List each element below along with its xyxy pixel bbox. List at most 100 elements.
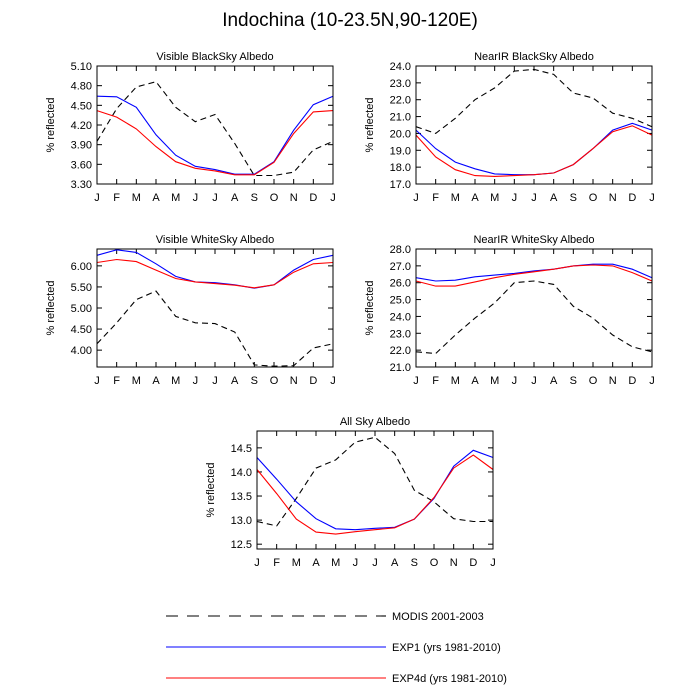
series-line-exp4d xyxy=(415,125,653,177)
y-tick-label: 17.0 xyxy=(390,179,411,191)
x-tick-label: A xyxy=(471,375,479,387)
x-tick-label: F xyxy=(432,192,439,204)
legend-label-modis: MODIS 2001-2003 xyxy=(392,611,484,623)
y-tick-label: 19.0 xyxy=(390,145,411,157)
x-tick-label: A xyxy=(231,375,239,387)
panel-3: Visible WhiteSky Albedo % reflected 4.00 4.… xyxy=(45,234,336,387)
x-tick-label: N xyxy=(450,557,458,569)
y-tick-label: 20.0 xyxy=(390,128,411,140)
y-tick-label: 24.0 xyxy=(390,61,411,73)
plot-frame xyxy=(96,248,334,368)
x-tick-label: M xyxy=(292,557,301,569)
x-tick-label: D xyxy=(309,375,317,387)
y-tick-label: 3.30 xyxy=(71,179,92,191)
panel-title: All Sky Albedo xyxy=(340,416,410,428)
figure-title: Indochina (10-23.5N,90-120E) xyxy=(222,10,478,31)
y-axis-label: % reflected xyxy=(45,280,57,335)
x-tick-label: O xyxy=(270,375,279,387)
x-tick-label: J xyxy=(413,192,419,204)
panel-title: NearIR BlackSky Albedo xyxy=(474,51,594,63)
legend-label-exp4d: EXP4d (yrs 1981-2010) xyxy=(392,673,507,685)
panel-2: NearIR BlackSky Albedo % reflected 17.0 18.… xyxy=(364,51,655,204)
series-line-modis xyxy=(415,68,653,135)
x-tick-label: N xyxy=(290,192,298,204)
x-tick-label: J xyxy=(649,375,655,387)
x-tick-label: S xyxy=(411,557,418,569)
y-tick-label: 12.5 xyxy=(231,539,252,551)
x-tick-label: S xyxy=(251,192,258,204)
x-tick-label: A xyxy=(312,557,320,569)
x-tick-label: M xyxy=(451,375,460,387)
x-tick-label: J xyxy=(193,375,199,387)
y-axis-label: % reflected xyxy=(205,462,217,517)
y-tick-label: 4.50 xyxy=(71,100,92,112)
y-tick-label: 23.0 xyxy=(390,328,411,340)
x-tick-label: A xyxy=(152,375,160,387)
series-line-exp4d xyxy=(96,258,334,289)
y-tick-label: 4.80 xyxy=(71,81,92,93)
series-line-exp1 xyxy=(256,449,494,531)
x-tick-label: J xyxy=(212,375,218,387)
x-tick-label: M xyxy=(331,557,340,569)
series-line-modis xyxy=(96,290,334,367)
plot-frame xyxy=(96,65,334,185)
x-tick-label: S xyxy=(570,192,577,204)
y-tick-label: 22.0 xyxy=(390,345,411,357)
x-tick-label: J xyxy=(94,192,100,204)
panel-4: NearIR WhiteSky Albedo % reflected 21.0 22.… xyxy=(364,234,655,387)
x-tick-label: J xyxy=(353,557,359,569)
panel-title: Visible WhiteSky Albedo xyxy=(156,234,274,246)
x-tick-label: M xyxy=(451,192,460,204)
y-axis-label: % reflected xyxy=(364,280,376,335)
y-tick-label: 26.0 xyxy=(390,278,411,290)
y-tick-label: 13.5 xyxy=(231,491,252,503)
x-tick-label: M xyxy=(490,375,499,387)
y-tick-label: 27.0 xyxy=(390,261,411,273)
x-tick-label: J xyxy=(330,192,336,204)
y-axis-label: % reflected xyxy=(364,97,376,152)
x-tick-label: A xyxy=(231,192,239,204)
series-line-modis xyxy=(96,81,334,177)
panel-5: All Sky Albedo % reflected 12.5 13.0 13.5 14.… xyxy=(205,416,496,569)
x-tick-label: F xyxy=(113,192,120,204)
x-tick-label: M xyxy=(132,375,141,387)
x-tick-label: O xyxy=(589,192,598,204)
x-tick-label: F xyxy=(273,557,280,569)
x-tick-label: O xyxy=(430,557,439,569)
y-tick-label: 3.90 xyxy=(71,140,92,152)
x-tick-label: S xyxy=(251,375,258,387)
x-tick-label: D xyxy=(309,192,317,204)
x-tick-label: J xyxy=(94,375,100,387)
x-tick-label: M xyxy=(490,192,499,204)
x-tick-label: S xyxy=(570,375,577,387)
x-tick-label: F xyxy=(432,375,439,387)
x-tick-label: A xyxy=(550,375,558,387)
y-tick-label: 5.00 xyxy=(71,303,92,315)
x-tick-label: J xyxy=(212,192,218,204)
y-tick-label: 21.0 xyxy=(390,362,411,374)
y-tick-label: 25.0 xyxy=(390,295,411,307)
y-tick-label: 4.50 xyxy=(71,324,92,336)
x-tick-label: J xyxy=(193,192,199,204)
panel-title: NearIR WhiteSky Albedo xyxy=(473,234,594,246)
y-tick-label: 14.0 xyxy=(231,467,252,479)
x-tick-label: D xyxy=(628,375,636,387)
x-tick-label: J xyxy=(512,192,518,204)
series-line-exp1 xyxy=(96,249,334,289)
x-tick-label: A xyxy=(550,192,558,204)
series-line-exp4d xyxy=(96,110,334,176)
series-line-exp1 xyxy=(415,263,653,282)
y-tick-label: 5.10 xyxy=(71,61,92,73)
series-line-exp1 xyxy=(96,95,334,175)
y-tick-label: 22.0 xyxy=(390,95,411,107)
x-tick-label: J xyxy=(531,192,537,204)
y-tick-label: 4.00 xyxy=(71,345,92,357)
x-tick-label: A xyxy=(152,192,160,204)
x-tick-label: A xyxy=(471,192,479,204)
y-tick-label: 24.0 xyxy=(390,311,411,323)
legend: MODIS 2001-2003 EXP1 (yrs 1981-2010) EXP4d… xyxy=(166,611,507,685)
y-tick-label: 4.20 xyxy=(71,120,92,132)
x-tick-label: M xyxy=(132,192,141,204)
x-tick-label: J xyxy=(531,375,537,387)
